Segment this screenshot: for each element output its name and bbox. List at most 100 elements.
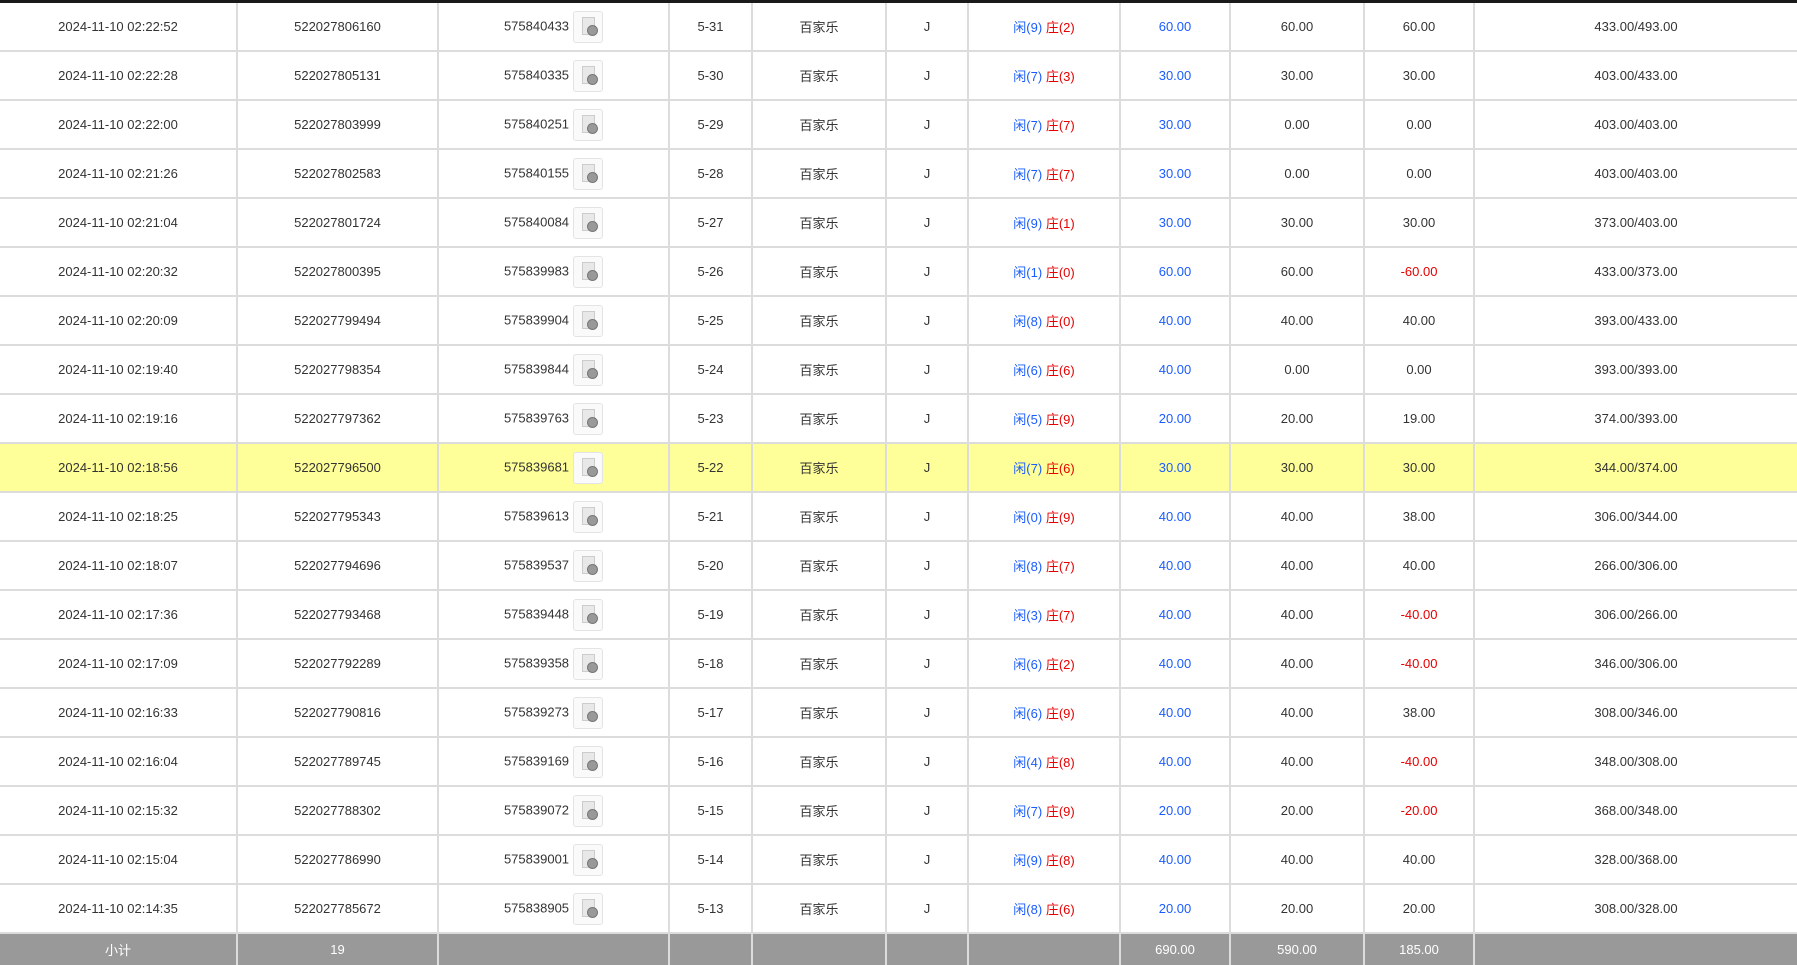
round-number: 575840335: [503, 66, 570, 82]
table-row: 2024-11-10 02:16:04 522027789745 575839169…: [0, 737, 1797, 787]
bet-time: 2024-11-10 02:15:32: [0, 786, 238, 836]
table-name: J: [885, 884, 969, 934]
win-loss: 0.00: [1363, 149, 1475, 199]
win-loss: 30.00: [1363, 443, 1475, 493]
video-document-icon[interactable]: [573, 108, 604, 141]
valid-bet: 60.00: [1229, 247, 1365, 297]
video-document-icon[interactable]: [573, 304, 604, 337]
game-name: 百家乐: [751, 100, 887, 150]
table-name: J: [885, 688, 969, 738]
round-number: 575840433: [503, 17, 570, 33]
win-loss: 0.00: [1363, 100, 1475, 150]
order-number: 522027792289: [236, 639, 439, 689]
video-document-icon[interactable]: [573, 843, 604, 876]
round-number: 575839763: [503, 409, 570, 425]
bet-amount: 30.00: [1119, 149, 1231, 199]
table-name: J: [885, 296, 969, 346]
bet-amount: 60.00: [1119, 3, 1231, 52]
valid-bet: 40.00: [1229, 296, 1365, 346]
order-number: 522027786990: [236, 835, 439, 885]
video-document-icon[interactable]: [573, 10, 604, 43]
banker-result: 庄(7): [1045, 118, 1075, 133]
table-name: J: [885, 394, 969, 444]
bet-amount: 40.00: [1119, 345, 1231, 395]
game-name: 百家乐: [751, 394, 887, 444]
balance: 403.00/433.00: [1473, 51, 1797, 101]
video-document-icon[interactable]: [573, 647, 604, 680]
shoe-round: 5-13: [668, 884, 753, 934]
order-number: 522027803999: [236, 100, 439, 150]
bet-time: 2024-11-10 02:22:00: [0, 100, 238, 150]
result: 闲(4) 庄(8): [967, 737, 1121, 787]
result: 闲(9) 庄(2): [967, 3, 1121, 52]
bet-amount: 60.00: [1119, 247, 1231, 297]
bet-time: 2024-11-10 02:22:28: [0, 51, 238, 101]
player-result: 闲(8): [1013, 314, 1043, 329]
table-name: J: [885, 51, 969, 101]
round-number: 575840155: [503, 164, 570, 180]
table-name: J: [885, 100, 969, 150]
video-document-icon[interactable]: [573, 59, 604, 92]
bet-time: 2024-11-10 02:20:09: [0, 296, 238, 346]
video-document-icon[interactable]: [573, 892, 604, 925]
video-document-icon[interactable]: [573, 696, 604, 729]
video-document-icon[interactable]: [573, 745, 604, 778]
table-row: 2024-11-10 02:15:32 522027788302 575839072…: [0, 786, 1797, 836]
table-row: 2024-11-10 02:18:25 522027795343 575839613…: [0, 492, 1797, 542]
balance: 374.00/393.00: [1473, 394, 1797, 444]
valid-bet: 40.00: [1229, 492, 1365, 542]
game-name: 百家乐: [751, 3, 887, 52]
balance: 393.00/433.00: [1473, 296, 1797, 346]
round-cell: 575839983: [437, 247, 670, 297]
player-result: 闲(6): [1013, 363, 1043, 378]
table-name: J: [885, 590, 969, 640]
banker-result: 庄(9): [1045, 412, 1075, 427]
order-number: 522027800395: [236, 247, 439, 297]
video-document-icon[interactable]: [573, 451, 604, 484]
video-document-icon[interactable]: [573, 157, 604, 190]
video-document-icon[interactable]: [573, 206, 604, 239]
valid-bet: 30.00: [1229, 198, 1365, 248]
bet-amount: 30.00: [1119, 443, 1231, 493]
game-name: 百家乐: [751, 247, 887, 297]
table-row: 2024-11-10 02:21:26 522027802583 575840155…: [0, 149, 1797, 199]
video-document-icon[interactable]: [573, 402, 604, 435]
balance: 403.00/403.00: [1473, 149, 1797, 199]
game-name: 百家乐: [751, 541, 887, 591]
video-document-icon[interactable]: [573, 794, 604, 827]
shoe-round: 5-24: [668, 345, 753, 395]
shoe-round: 5-26: [668, 247, 753, 297]
table-name: J: [885, 3, 969, 52]
round-number: 575839904: [503, 311, 570, 327]
game-name: 百家乐: [751, 345, 887, 395]
game-name: 百家乐: [751, 590, 887, 640]
round-cell: 575839169: [437, 737, 670, 787]
video-document-icon[interactable]: [573, 255, 604, 288]
round-number: 575840084: [503, 213, 570, 229]
round-cell: 575839763: [437, 394, 670, 444]
video-document-icon[interactable]: [573, 353, 604, 386]
valid-bet: 20.00: [1229, 786, 1365, 836]
video-document-icon[interactable]: [573, 598, 604, 631]
round-number: 575839537: [503, 556, 570, 572]
video-document-icon[interactable]: [573, 500, 604, 533]
banker-result: 庄(9): [1045, 510, 1075, 525]
table-row: 2024-11-10 02:14:35 522027785672 575838905…: [0, 884, 1797, 934]
round-number: 575839983: [503, 262, 570, 278]
order-number: 522027790816: [236, 688, 439, 738]
bet-amount: 40.00: [1119, 835, 1231, 885]
win-loss: 40.00: [1363, 835, 1475, 885]
order-number: 522027802583: [236, 149, 439, 199]
balance: 308.00/328.00: [1473, 884, 1797, 934]
result: 闲(6) 庄(6): [967, 345, 1121, 395]
shoe-round: 5-16: [668, 737, 753, 787]
win-loss: 38.00: [1363, 688, 1475, 738]
video-document-icon[interactable]: [573, 549, 604, 582]
balance: 433.00/373.00: [1473, 247, 1797, 297]
shoe-round: 5-23: [668, 394, 753, 444]
subtotal-valid: 590.00: [1229, 933, 1365, 965]
player-result: 闲(8): [1013, 902, 1043, 917]
bet-amount: 40.00: [1119, 590, 1231, 640]
banker-result: 庄(7): [1045, 608, 1075, 623]
table-name: J: [885, 835, 969, 885]
